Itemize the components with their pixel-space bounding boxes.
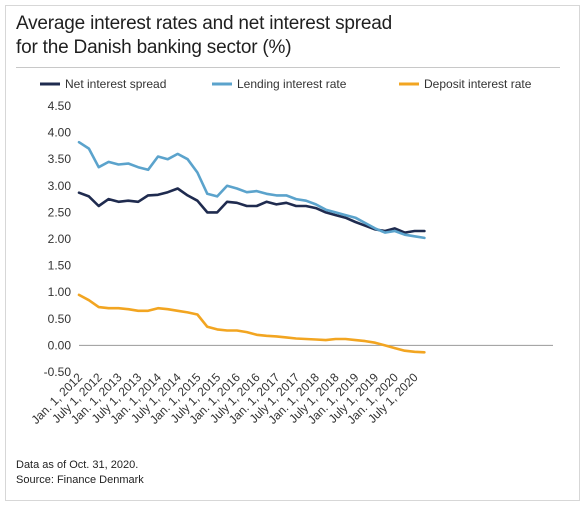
y-axis: 4.50 4.00 3.50 3.00 2.50 2.00 1.50 1.00 0.50 0.00… xyxy=(44,99,72,379)
y-tick-label: -0.50 xyxy=(44,365,72,379)
y-tick-label: 4.00 xyxy=(48,126,72,140)
chart-frame xyxy=(5,5,580,501)
legend-item: Deposit interest rate xyxy=(399,77,532,91)
legend-item: Net interest spread xyxy=(40,77,166,91)
legend-label: Lending interest rate xyxy=(237,77,347,91)
legend-label: Net interest spread xyxy=(65,77,166,91)
y-tick-label: 2.50 xyxy=(48,205,72,219)
legend-item: Lending interest rate xyxy=(212,77,347,91)
chart-footer: Data as of Oct. 31, 2020. Source: Financ… xyxy=(16,458,144,488)
y-tick-label: 3.50 xyxy=(48,152,72,166)
y-tick-label: 0.00 xyxy=(48,338,72,352)
y-tick-label: 0.50 xyxy=(48,312,72,326)
data-as-of-note: Data as of Oct. 31, 2020. xyxy=(16,459,139,471)
y-tick-label: 2.00 xyxy=(48,232,72,246)
chart-title-line-1: Average interest rates and net interest … xyxy=(16,13,392,34)
series-line-deposit-interest-rate xyxy=(77,293,426,354)
legend-label: Deposit interest rate xyxy=(424,77,532,91)
series-line-lending-interest-rate xyxy=(77,140,426,240)
y-tick-label: 1.50 xyxy=(48,259,72,273)
chart-legend: Net interest spread Lending interest rate… xyxy=(40,77,532,91)
y-tick-label: 4.50 xyxy=(48,99,72,113)
title-divider xyxy=(16,67,560,68)
series-line-net-interest-spread xyxy=(77,187,426,234)
chart-title: Average interest rates and net interest … xyxy=(16,12,392,60)
chart-title-line-2: for the Danish banking sector (%) xyxy=(16,37,292,58)
y-tick-label: 1.00 xyxy=(48,285,72,299)
source-note: Source: Finance Denmark xyxy=(16,474,144,486)
plot-area xyxy=(77,140,426,354)
y-tick-label: 3.00 xyxy=(48,179,72,193)
